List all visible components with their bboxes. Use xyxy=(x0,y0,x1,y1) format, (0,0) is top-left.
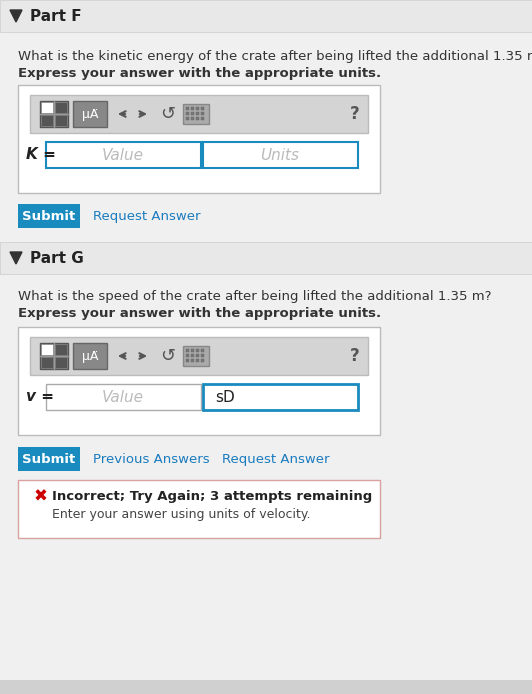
Bar xyxy=(203,142,358,168)
Text: Part G: Part G xyxy=(30,251,84,266)
Text: ?: ? xyxy=(350,105,360,123)
Bar xyxy=(196,112,199,115)
Bar xyxy=(41,115,53,126)
Bar xyxy=(55,357,67,368)
Text: Submit: Submit xyxy=(22,210,76,223)
Bar xyxy=(41,102,53,113)
Bar xyxy=(73,343,107,369)
Bar xyxy=(203,384,358,410)
Bar xyxy=(191,349,194,352)
Bar xyxy=(186,112,189,115)
Bar xyxy=(191,112,194,115)
Bar xyxy=(201,117,204,120)
Bar xyxy=(196,107,199,110)
Text: Request Answer: Request Answer xyxy=(93,210,201,223)
Bar xyxy=(0,0,532,32)
Text: ↺: ↺ xyxy=(161,105,176,123)
Text: sD: sD xyxy=(215,389,235,405)
Bar xyxy=(201,107,204,110)
Bar xyxy=(41,344,53,355)
Bar xyxy=(186,107,189,110)
Text: Enter your answer using units of velocity.: Enter your answer using units of velocit… xyxy=(52,508,311,521)
Text: μÄ: μÄ xyxy=(82,350,98,362)
Bar xyxy=(40,101,68,127)
Bar xyxy=(196,117,199,120)
Bar xyxy=(40,343,68,369)
Bar xyxy=(41,357,53,368)
Bar xyxy=(18,327,380,435)
Bar xyxy=(191,354,194,357)
Polygon shape xyxy=(10,252,22,264)
Polygon shape xyxy=(10,10,22,22)
Bar xyxy=(30,337,368,375)
Text: ?: ? xyxy=(350,347,360,365)
Text: Part F: Part F xyxy=(30,8,81,24)
Text: Express your answer with the appropriate units.: Express your answer with the appropriate… xyxy=(18,67,381,80)
Bar xyxy=(0,242,532,274)
Bar xyxy=(191,117,194,120)
Bar xyxy=(201,112,204,115)
Text: Value: Value xyxy=(102,148,144,162)
Bar xyxy=(46,142,201,168)
Bar xyxy=(73,101,107,127)
Text: Units: Units xyxy=(261,148,300,162)
Bar xyxy=(201,359,204,362)
Bar xyxy=(201,349,204,352)
Text: What is the speed of the crate after being lifted the additional 1.35 m?: What is the speed of the crate after bei… xyxy=(18,290,492,303)
Bar xyxy=(18,85,380,193)
Bar xyxy=(196,359,199,362)
Text: What is the kinetic energy of the crate after being lifted the additional 1.35 m: What is the kinetic energy of the crate … xyxy=(18,50,532,63)
Bar xyxy=(196,354,199,357)
Bar xyxy=(18,447,80,471)
Bar xyxy=(186,117,189,120)
Bar xyxy=(191,107,194,110)
Text: μÄ: μÄ xyxy=(82,108,98,121)
Bar xyxy=(186,349,189,352)
Bar xyxy=(191,359,194,362)
Bar xyxy=(55,344,67,355)
Bar xyxy=(186,359,189,362)
Bar xyxy=(183,346,209,366)
Text: Value: Value xyxy=(102,389,144,405)
Text: Express your answer with the appropriate units.: Express your answer with the appropriate… xyxy=(18,307,381,320)
Bar xyxy=(0,680,532,694)
Bar xyxy=(196,349,199,352)
Bar xyxy=(201,354,204,357)
Bar xyxy=(55,115,67,126)
Text: v =: v = xyxy=(26,389,54,403)
Bar xyxy=(186,354,189,357)
Text: Incorrect; Try Again; 3 attempts remaining: Incorrect; Try Again; 3 attempts remaini… xyxy=(52,490,372,503)
Text: Previous Answers: Previous Answers xyxy=(93,452,210,466)
Text: Request Answer: Request Answer xyxy=(222,452,329,466)
Bar xyxy=(55,102,67,113)
Text: ✖: ✖ xyxy=(34,488,48,506)
Bar xyxy=(183,104,209,124)
Text: Submit: Submit xyxy=(22,452,76,466)
Bar xyxy=(46,384,201,410)
Bar xyxy=(18,480,380,538)
Bar xyxy=(30,95,368,133)
Text: ↺: ↺ xyxy=(161,347,176,365)
Text: K =: K = xyxy=(26,146,56,162)
Bar xyxy=(18,204,80,228)
